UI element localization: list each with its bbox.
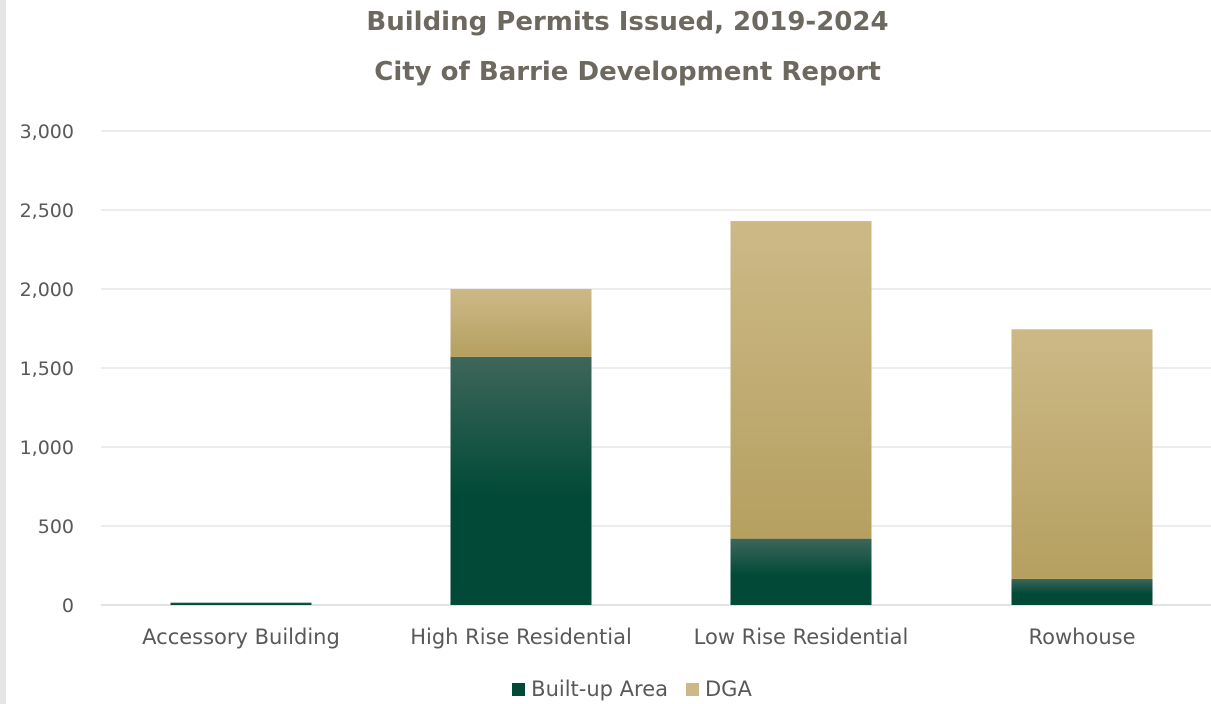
bar-built-up bbox=[730, 538, 872, 605]
legend-item-dga: DGA bbox=[686, 677, 752, 701]
bar-dga bbox=[1011, 329, 1153, 579]
bar-dga bbox=[450, 289, 592, 357]
y-tick-label: 3,000 bbox=[20, 121, 74, 143]
y-axis-ticks: 0 500 1,000 1,500 2,000 2,500 3,000 bbox=[20, 121, 74, 617]
x-category-label: Rowhouse bbox=[1029, 625, 1136, 649]
legend-label-built-up: Built-up Area bbox=[531, 677, 669, 701]
x-axis-labels: Accessory Building High Rise Residential L… bbox=[142, 625, 1135, 649]
y-tick-label: 1,000 bbox=[20, 437, 74, 459]
y-tick-label: 2,500 bbox=[20, 200, 74, 222]
legend-swatch-dga bbox=[686, 682, 700, 696]
legend: Built-up Area DGA bbox=[0, 677, 1211, 701]
left-edge-rule bbox=[0, 0, 6, 704]
bars bbox=[170, 221, 1153, 605]
chart-subtitle: City of Barrie Development Report bbox=[374, 57, 881, 87]
x-category-label: High Rise Residential bbox=[410, 625, 632, 649]
bar-built-up bbox=[170, 602, 312, 605]
legend-label-dga: DGA bbox=[705, 677, 752, 701]
bar-built-up bbox=[1011, 578, 1153, 605]
y-tick-label: 500 bbox=[38, 516, 74, 538]
legend-swatch-built-up bbox=[512, 682, 526, 696]
x-category-label: Accessory Building bbox=[142, 625, 340, 649]
y-tick-label: 0 bbox=[62, 595, 74, 617]
chart-title: Building Permits Issued, 2019-2024 bbox=[366, 7, 889, 37]
y-tick-label: 2,000 bbox=[20, 279, 74, 301]
x-category-label: Low Rise Residential bbox=[694, 625, 909, 649]
y-tick-label: 1,500 bbox=[20, 358, 74, 380]
legend-item-built-up: Built-up Area bbox=[512, 677, 668, 701]
bar-built-up bbox=[450, 356, 592, 605]
bar-dga bbox=[730, 221, 872, 539]
